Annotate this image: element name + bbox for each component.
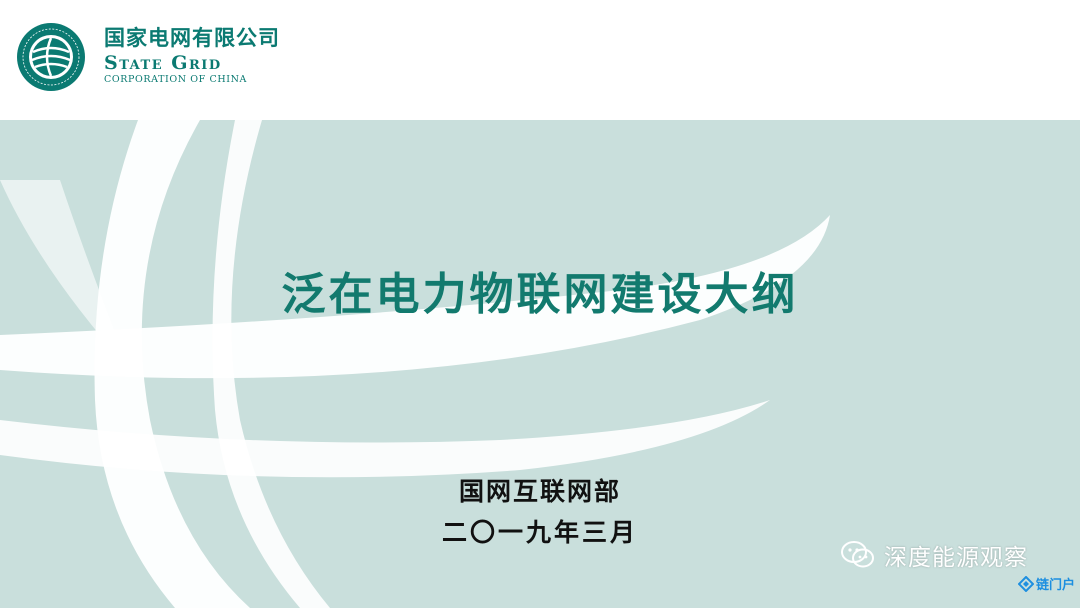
slide-date: 二〇一九年三月	[441, 518, 638, 547]
slide-body	[0, 120, 1080, 608]
wechat-icon	[840, 540, 876, 570]
slide-title: 泛在电力物联网建设大纲	[281, 269, 799, 320]
company-name-en: State Grid	[104, 52, 222, 74]
organization-name: 国网互联网部	[458, 477, 621, 506]
background-swooshes	[0, 120, 830, 608]
slide-header: 国家电网有限公司 State Grid CORPORATION OF CHINA	[0, 0, 1080, 120]
company-name-cn: 国家电网有限公司	[104, 26, 280, 50]
wechat-account-name: 深度能源观察	[884, 545, 1028, 571]
company-name-en-sub: CORPORATION OF CHINA	[104, 74, 247, 85]
state-grid-emblem-icon	[16, 22, 86, 92]
diamond-logo-icon	[1017, 575, 1035, 592]
company-logo-text: 国家电网有限公司 State Grid CORPORATION OF CHINA	[104, 26, 280, 86]
site-watermark: 链门户	[1017, 574, 1076, 593]
site-label: 链门户	[1036, 578, 1076, 593]
wechat-watermark: 深度能源观察	[840, 538, 1028, 572]
